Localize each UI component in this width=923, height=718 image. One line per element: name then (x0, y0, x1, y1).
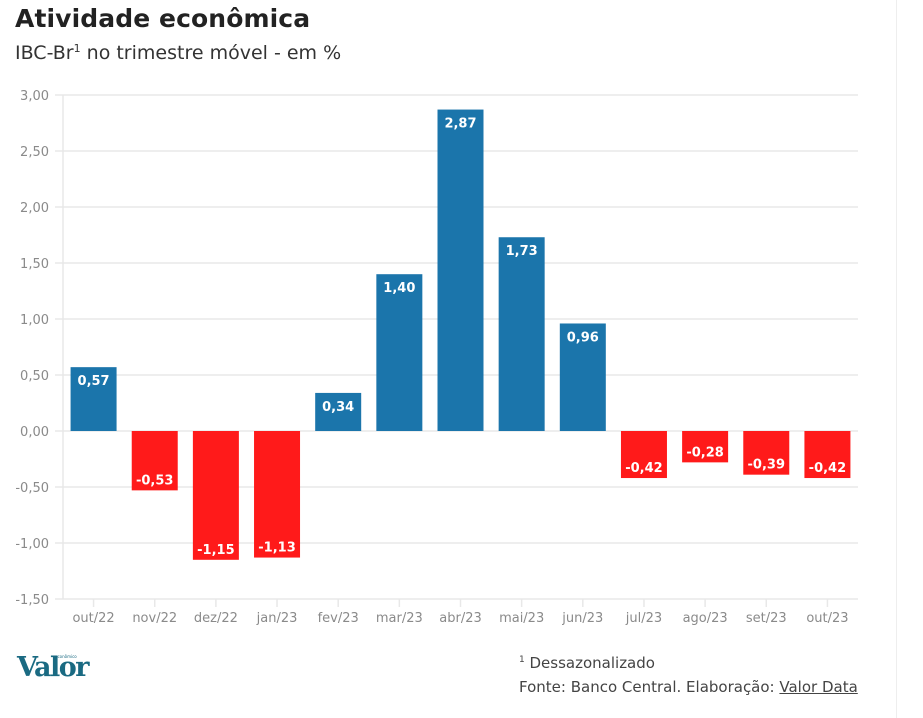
valor-data-link[interactable]: Valor Data (779, 678, 858, 696)
y-axis: 3,00 2,50 2,00 1,50 1,00 0,50 0,00 -0,50 -1,00 -1… (15, 89, 64, 608)
valor-logo: econômico Valor (17, 652, 89, 683)
logo-subtext: econômico (55, 654, 77, 659)
subtitle-footnote-marker: 1 (73, 42, 81, 55)
bar-ago-23[interactable] (682, 431, 729, 463)
chart-title: Atividade econômica (15, 4, 311, 33)
y-tick-label: 0,00 (20, 425, 49, 440)
bar-fev-23[interactable] (315, 392, 362, 431)
bar-value-label: -1,15 (197, 543, 234, 558)
bar-mai-23[interactable] (498, 237, 545, 431)
y-tick-label: 2,00 (20, 201, 49, 216)
bar-value-label: 1,40 (383, 281, 415, 296)
bar-dez-22[interactable] (192, 431, 239, 560)
x-tick-label: dez/22 (194, 611, 238, 626)
bar-out-22[interactable] (70, 367, 117, 431)
x-tick-label: jul/23 (625, 611, 662, 626)
x-tick-label: mar/23 (376, 611, 423, 626)
source-text: Fonte: Banco Central. Elaboração: (519, 678, 780, 696)
bar-value-label: 0,34 (322, 400, 354, 415)
x-tick-label: nov/22 (132, 611, 177, 626)
bar-mar-23[interactable] (376, 274, 423, 431)
bars: 0,57 -0,53 -1,15 -1,13 0,34 1,40 2,87 1,73 0,96 -… (70, 109, 851, 560)
bar-abr-23[interactable] (437, 109, 484, 431)
bar-jan-23[interactable] (254, 431, 301, 558)
bar-nov-22[interactable] (131, 431, 178, 491)
y-tick-label: -1,00 (15, 537, 49, 552)
bar-value-label: -0,53 (136, 473, 173, 488)
x-tick-label: out/23 (806, 611, 848, 626)
bar-value-label: 0,96 (567, 330, 599, 345)
chart-page: Atividade econômica IBC-Br1 no trimestre… (15, 0, 897, 718)
bar-value-label: 1,73 (506, 244, 538, 259)
x-tick-label: fev/23 (318, 611, 359, 626)
x-axis: out/22 nov/22 dez/22 jan/23 fev/23 mar/23 abr/… (72, 599, 849, 626)
y-tick-label: -1,50 (15, 593, 49, 608)
source-line: Fonte: Banco Central. Elaboração: Valor … (519, 678, 858, 696)
y-tick-label: 1,00 (20, 313, 49, 328)
subtitle-rest: no trimestre móvel - em % (80, 42, 342, 64)
chart-subtitle: IBC-Br1 no trimestre móvel - em % (15, 42, 341, 64)
footnote: 1 Dessazonalizado (519, 654, 655, 672)
bar-chart: 3,00 2,50 2,00 1,50 1,00 0,50 0,00 -0,50 -1,00 -1… (15, 89, 858, 626)
logo-text: Valor (17, 652, 89, 683)
bar-out-23[interactable] (804, 431, 851, 479)
x-tick-label: mai/23 (499, 611, 544, 626)
x-tick-label: out/22 (72, 611, 114, 626)
x-tick-label: abr/23 (439, 611, 482, 626)
x-tick-label: ago/23 (683, 611, 728, 626)
bar-value-label: 0,57 (78, 374, 110, 389)
y-tick-label: 1,50 (20, 257, 49, 272)
subtitle-main: IBC-Br (15, 42, 74, 64)
x-tick-label: jun/23 (561, 611, 603, 626)
x-tick-label: jan/23 (256, 611, 298, 626)
x-tick-label: set/23 (746, 611, 787, 626)
y-tick-label: -0,50 (15, 481, 49, 496)
bar-value-label: -1,13 (258, 541, 295, 556)
y-tick-label: 3,00 (20, 89, 49, 104)
bar-value-label: 2,87 (444, 117, 476, 132)
bar-value-label: -0,42 (809, 461, 846, 476)
y-tick-label: 2,50 (20, 145, 49, 160)
bar-value-label: -0,28 (686, 445, 723, 460)
bar-value-label: -0,42 (625, 461, 662, 476)
bar-jul-23[interactable] (620, 431, 667, 479)
footnote-marker: 1 (519, 655, 525, 665)
bar-value-label: -0,39 (748, 458, 785, 473)
bar-set-23[interactable] (743, 431, 790, 475)
footnote-text: Dessazonalizado (524, 654, 655, 672)
bar-jun-23[interactable] (559, 323, 606, 431)
y-tick-label: 0,50 (20, 369, 49, 384)
